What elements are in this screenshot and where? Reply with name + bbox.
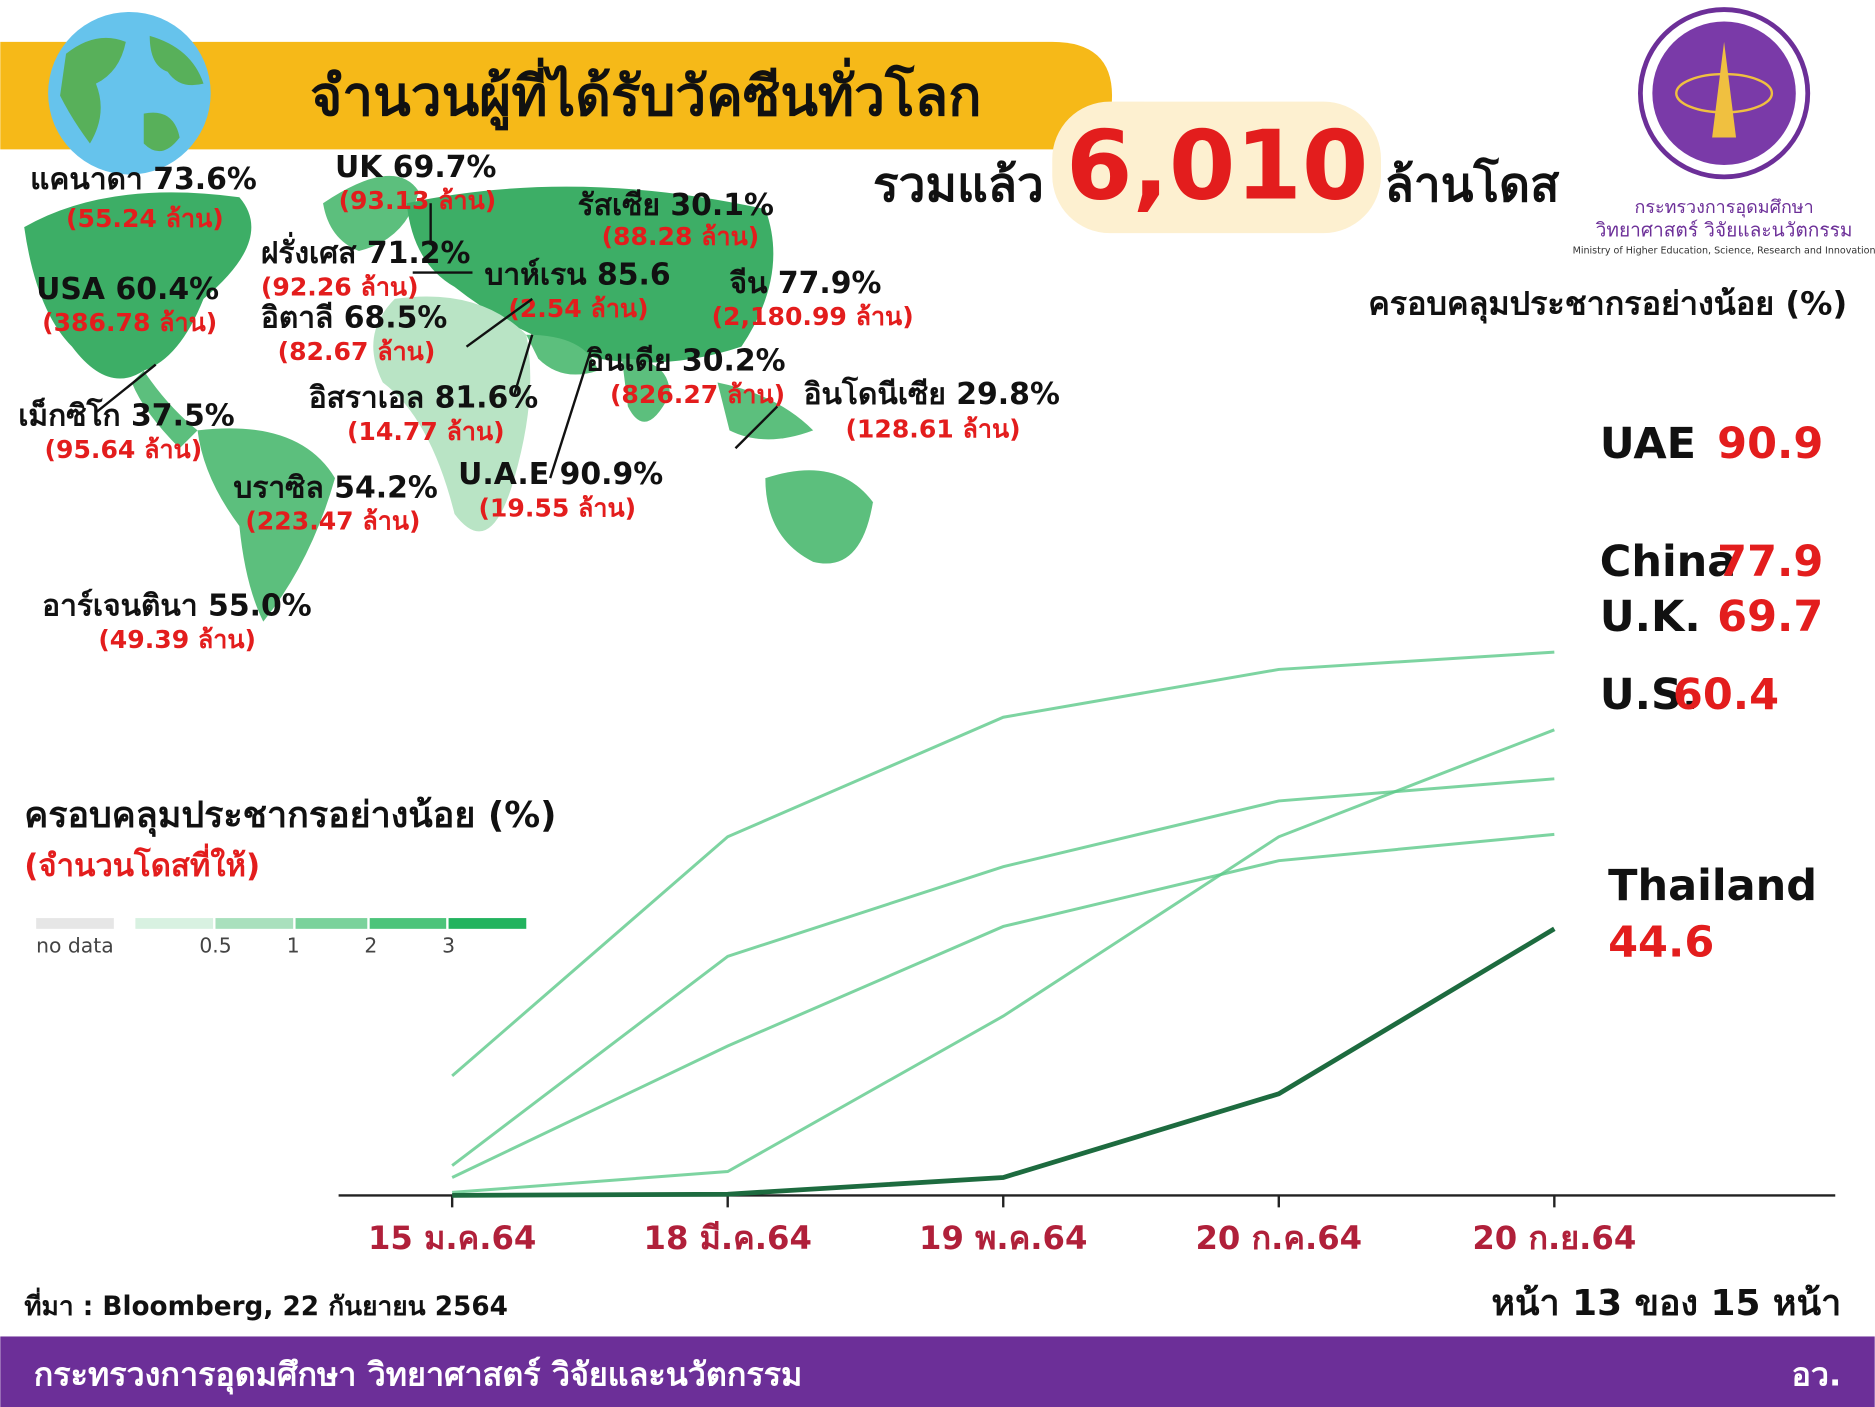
legend-subtitle: (จำนวนโดสที่ให้)	[24, 843, 260, 884]
legend-label: 1	[287, 934, 300, 958]
map-labels: แคนาดา 73.6% (55.24 ล้าน) UK 69.7%(93.13 ล…	[18, 150, 1060, 654]
series-name: Thailand	[1608, 861, 1817, 911]
series-end-value: 60.4	[1673, 670, 1779, 720]
page-number: หน้า 13 ของ 15 หน้า	[1491, 1283, 1841, 1324]
legend-items: no data 0.5 1 2 3	[36, 934, 455, 958]
logo-line: วิทยาศาสตร์ วิจัยและนวัตกรรม	[1595, 219, 1852, 242]
map-label: UK 69.7%	[335, 150, 496, 185]
series-line	[452, 926, 1556, 1198]
legend-label: 3	[442, 934, 455, 958]
legend-swatch	[215, 918, 294, 929]
chart-title: ครอบคลุมประชากรอย่างน้อย (%)	[1368, 284, 1847, 324]
map-doses: (93.13 ล้าน)	[339, 186, 497, 215]
series-line	[452, 728, 1555, 1194]
logo	[1638, 7, 1811, 180]
legend-label: 0.5	[199, 934, 231, 958]
x-tick-label: 15 ม.ค.64	[368, 1219, 536, 1257]
total-suffix: ล้านโดส	[1385, 156, 1561, 213]
series-name: U.S.	[1600, 670, 1699, 720]
series-name: U.K.	[1600, 592, 1701, 642]
pointer-arrow	[734, 405, 779, 450]
map-doses: (19.55 ล้าน)	[478, 493, 636, 522]
map-doses: (2,180.99 ล้าน)	[712, 302, 914, 331]
map-label: อินโดนีเซีย 29.8%	[804, 375, 1060, 412]
series-line	[451, 832, 1555, 1179]
legend-label: no data	[36, 934, 114, 958]
total-value: 6,010	[1066, 109, 1368, 221]
map-label: ฝรั่งเศส 71.2%	[261, 231, 471, 271]
series-name: China	[1600, 537, 1737, 587]
map-label: จีน 77.9%	[729, 266, 881, 301]
map-doses: (49.39 ล้าน)	[98, 625, 256, 654]
legend-swatch	[135, 918, 214, 929]
series-line	[451, 650, 1555, 1077]
chart: 15 ม.ค.64 18 มี.ค.64 19 พ.ค.64 20 ก.ค.64 20 …	[338, 419, 1836, 1257]
map-doses: (82.67 ล้าน)	[278, 337, 436, 366]
map-label: รัสเซีย 30.1%	[578, 188, 774, 223]
globe	[48, 11, 211, 175]
map-doses: (223.47 ล้าน)	[245, 507, 420, 536]
map-label: USA 60.4%	[36, 272, 219, 307]
pointer-arrow	[465, 297, 533, 348]
series-end-value: 44.6	[1608, 917, 1714, 967]
map-doses: (386.78 ล้าน)	[42, 308, 217, 337]
x-tick-label: 18 มี.ค.64	[644, 1219, 812, 1257]
map-label: อินเดีย 30.2%	[586, 344, 786, 379]
map-label: U.A.E 90.9%	[458, 457, 663, 492]
legend-swatch	[369, 918, 447, 929]
legend-swatch	[295, 918, 368, 929]
series-end-value: 77.9	[1717, 537, 1823, 587]
title: จำนวนผู้ที่ได้รับวัคซีนทั่วโลก	[310, 57, 981, 131]
source: ที่มา : Bloomberg, 22 กันยายน 2564	[24, 1287, 508, 1322]
legend-label: 2	[364, 934, 377, 958]
world-map	[24, 175, 873, 622]
map-label: อาร์เจนตินา 55.0%	[42, 589, 312, 624]
x-tick-label: 20 ก.ค.64	[1195, 1219, 1362, 1257]
map-doses: (128.61 ล้าน)	[845, 415, 1020, 444]
map-label: บราซิล 54.2%	[233, 470, 437, 505]
series-end-value: 90.9	[1717, 419, 1823, 469]
footer-left: กระทรวงการอุดมศึกษา วิทยาศาสตร์ วิจัยและ…	[34, 1355, 803, 1395]
map-doses: (92.26 ล้าน)	[261, 272, 419, 301]
map-label: เม็กซิโก 37.5%	[18, 397, 234, 434]
series-line	[451, 777, 1555, 1167]
title-band	[0, 41, 1113, 150]
legend-swatch	[448, 918, 527, 929]
logo-line: Ministry of Higher Education, Science, R…	[1573, 245, 1875, 256]
map-label: บาห์เรน 85.6	[484, 258, 670, 293]
map-label: อิสราเอล 81.6%	[309, 381, 539, 416]
total-prefix: รวมแล้ว	[873, 158, 1044, 213]
x-tick-label: 20 ก.ย.64	[1472, 1219, 1636, 1257]
pointer-arrow	[95, 363, 157, 414]
pointer-arrow	[513, 334, 534, 395]
x-tick-label: 19 พ.ค.64	[919, 1219, 1087, 1257]
footer-bar	[0, 1336, 1875, 1407]
total-box	[1052, 101, 1381, 234]
series-name: UAE	[1600, 419, 1696, 469]
map-doses: (14.77 ล้าน)	[347, 417, 505, 446]
legend-swatch	[36, 918, 114, 929]
map-doses: (95.64 ล้าน)	[45, 435, 203, 464]
map-doses: (2.54 ล้าน)	[508, 294, 648, 323]
map-doses: (88.28 ล้าน)	[602, 222, 760, 251]
logo-line: กระทรวงการอุดมศึกษา	[1634, 197, 1813, 218]
map-label: อิตาลี 68.5%	[261, 301, 448, 336]
map-label: แคนาดา 73.6%	[30, 162, 257, 197]
footer-right: อว.	[1791, 1355, 1841, 1393]
map-doses: (826.27 ล้าน)	[610, 380, 785, 409]
series-end-value: 69.7	[1717, 592, 1823, 642]
legend-title: ครอบคลุมประชากรอย่างน้อย (%)	[24, 795, 556, 837]
map-doses: (55.24 ล้าน)	[66, 204, 224, 233]
pointer-arrow	[549, 346, 594, 479]
